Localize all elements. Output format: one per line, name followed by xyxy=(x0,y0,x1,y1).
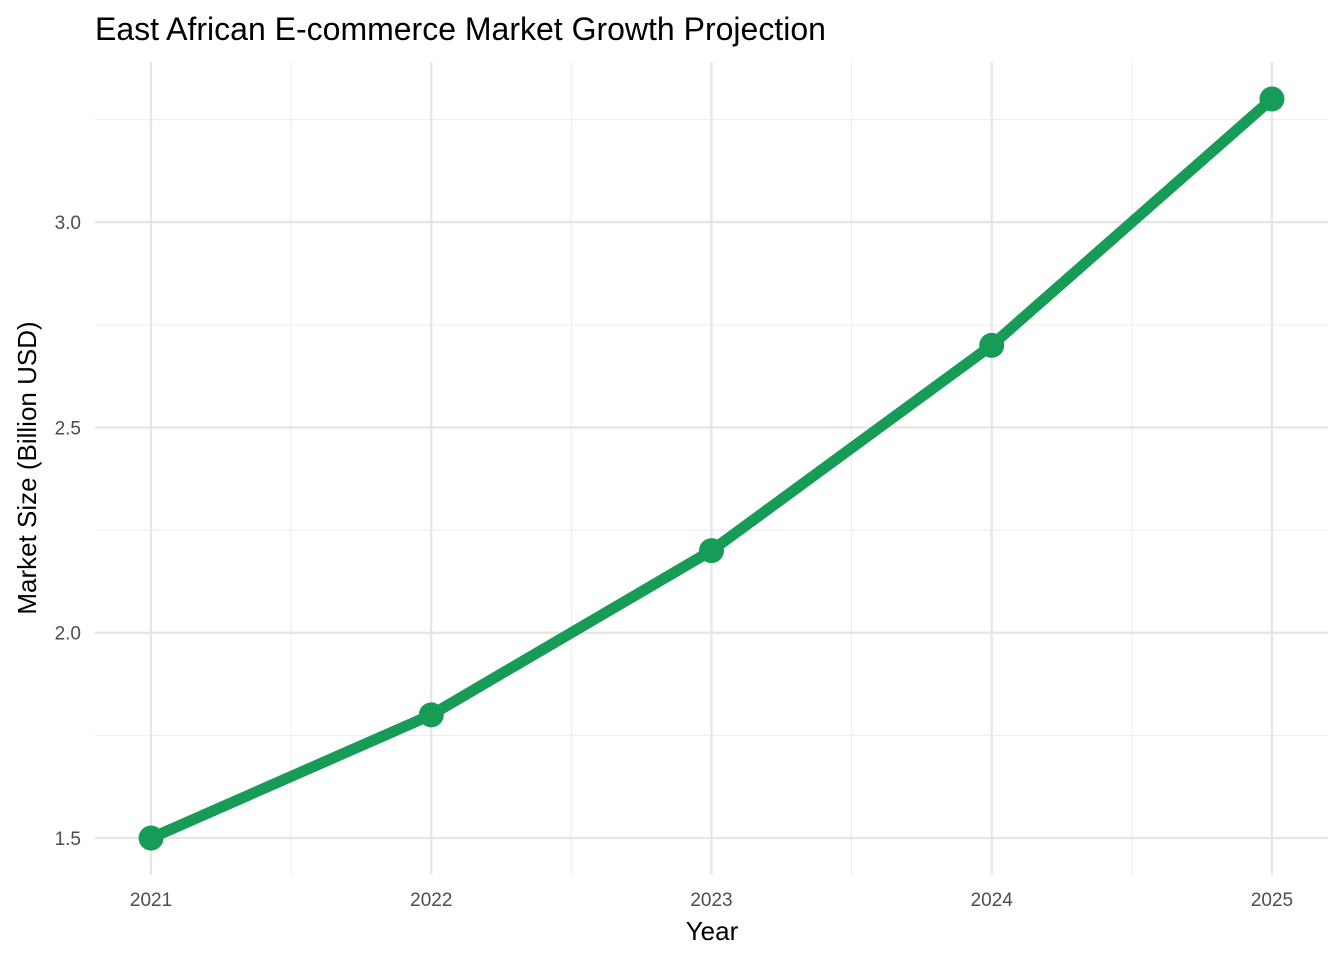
x-tick-label: 2025 xyxy=(1251,890,1293,911)
y-tick-label: 1.5 xyxy=(55,829,81,850)
y-axis-title: Market Size (Billion USD) xyxy=(12,321,42,614)
x-axis-title: Year xyxy=(686,916,739,946)
x-tick-label: 2024 xyxy=(971,890,1014,911)
grid xyxy=(95,62,1328,875)
x-tick-label: 2023 xyxy=(690,890,732,911)
data-point xyxy=(699,538,724,564)
x-tick-label: 2022 xyxy=(410,890,452,911)
series-layer xyxy=(138,86,1285,851)
y-tick-label: 2.0 xyxy=(55,624,81,645)
x-tick-label: 2021 xyxy=(130,890,172,911)
data-point xyxy=(979,332,1005,358)
tick-labels: 2021 2022 2023 2024 2025 1.5 2.0 2.5 3.0 xyxy=(55,213,1294,911)
data-point xyxy=(1259,86,1285,112)
y-tick-label: 3.0 xyxy=(55,213,81,234)
data-point xyxy=(138,825,164,851)
chart-title: East African E-commerce Market Growth Pr… xyxy=(95,11,826,47)
y-tick-label: 2.5 xyxy=(55,418,81,439)
data-point xyxy=(418,702,444,728)
